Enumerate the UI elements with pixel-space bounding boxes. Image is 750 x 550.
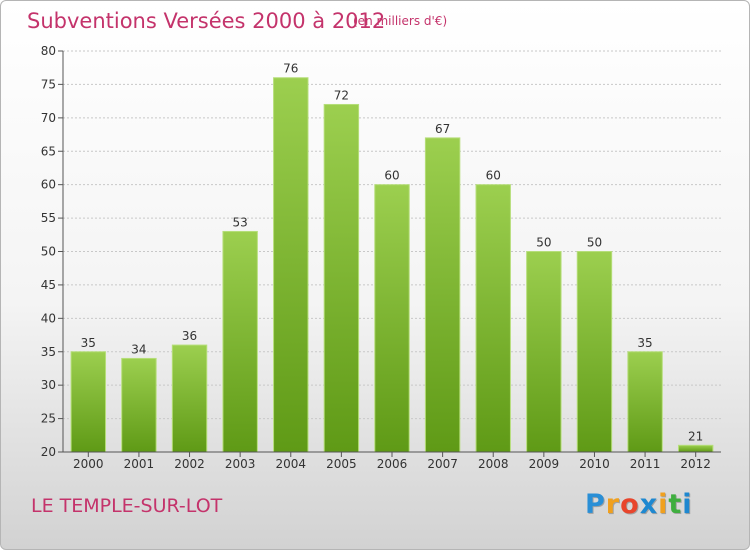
logo-letter: r <box>605 489 621 520</box>
logo-letter: P <box>585 489 606 520</box>
logo-letter: i <box>658 489 669 520</box>
value-label-2004: 76 <box>283 62 298 76</box>
value-label-2005: 72 <box>334 88 349 102</box>
bar-2011 <box>627 351 663 453</box>
value-label-2010: 50 <box>587 236 602 250</box>
value-label-2001: 34 <box>131 342 146 356</box>
value-label-2006: 60 <box>384 169 399 183</box>
value-label-2007: 67 <box>435 122 450 136</box>
y-tick-label: 20 <box>41 445 56 459</box>
x-tick-label-2012: 2012 <box>680 457 711 471</box>
bar-2001 <box>121 357 157 453</box>
x-tick-label-2004: 2004 <box>275 457 306 471</box>
y-tick-label: 75 <box>41 77 56 91</box>
value-label-2002: 36 <box>182 329 197 343</box>
y-tick-label: 80 <box>41 44 56 58</box>
bar-2003 <box>222 230 258 453</box>
y-tick-label: 50 <box>41 245 56 259</box>
bar-2006 <box>374 184 410 453</box>
bar-2009 <box>526 251 562 453</box>
y-tick-label: 70 <box>41 111 56 125</box>
x-tick-label-2008: 2008 <box>478 457 509 471</box>
place-label: LE TEMPLE-SUR-LOT <box>31 495 223 517</box>
logo-letter: x <box>639 489 659 520</box>
value-label-2009: 50 <box>536 236 551 250</box>
y-tick-label: 35 <box>41 345 56 359</box>
y-tick-label: 40 <box>41 311 56 325</box>
logo-letter: o <box>620 489 640 520</box>
bar-2008 <box>475 184 511 453</box>
bar-2012 <box>677 444 714 453</box>
x-tick-label-2000: 2000 <box>73 457 104 471</box>
proxiti-logo: Proxiti <box>585 489 693 520</box>
y-tick-label: 55 <box>41 211 56 225</box>
bar-2010 <box>576 251 613 453</box>
x-tick-label-2011: 2011 <box>630 457 661 471</box>
bar-2004 <box>273 77 309 453</box>
logo-letter: t <box>668 489 683 520</box>
logo-letter: i <box>682 489 693 520</box>
bar-2000 <box>70 351 107 453</box>
bar-2005 <box>323 103 360 453</box>
y-tick-label: 65 <box>41 144 56 158</box>
x-tick-label-2001: 2001 <box>124 457 155 471</box>
chart-subtitle: (en milliers d'€) <box>353 14 448 28</box>
x-tick-label-2007: 2007 <box>427 457 458 471</box>
value-label-2012: 21 <box>688 429 703 443</box>
value-label-2008: 60 <box>486 169 501 183</box>
chart-title: Subventions Versées 2000 à 2012 <box>27 9 386 33</box>
x-tick-label-2009: 2009 <box>529 457 560 471</box>
value-label-2000: 35 <box>81 336 96 350</box>
y-tick-label: 45 <box>41 278 56 292</box>
bar-2007 <box>424 137 461 453</box>
value-label-2011: 35 <box>637 336 652 350</box>
x-tick-label-2005: 2005 <box>326 457 357 471</box>
x-tick-label-2002: 2002 <box>174 457 205 471</box>
y-tick-label: 25 <box>41 412 56 426</box>
bar-2002 <box>171 344 208 453</box>
x-tick-label-2003: 2003 <box>225 457 256 471</box>
y-tick-label: 60 <box>41 178 56 192</box>
value-label-2003: 53 <box>233 215 248 229</box>
x-tick-label-2010: 2010 <box>579 457 610 471</box>
y-tick-label: 30 <box>41 378 56 392</box>
x-tick-label-2006: 2006 <box>377 457 408 471</box>
